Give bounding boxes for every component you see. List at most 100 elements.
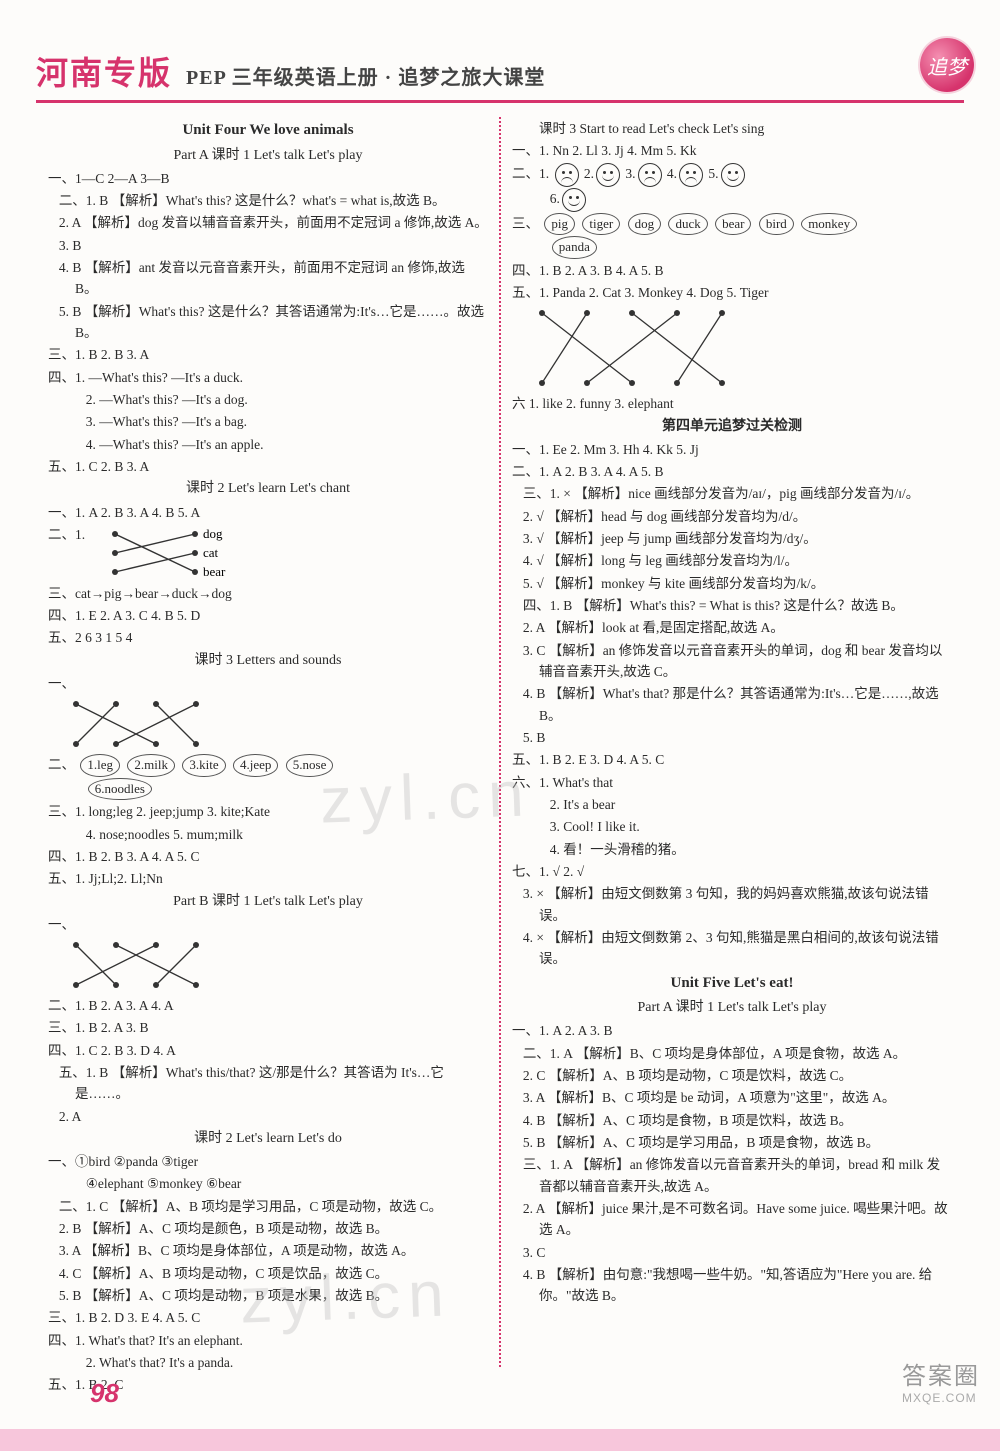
answer-line: 3. A 【解析】B、C 项均是身体部位，A 项是动物，故选 A。 — [48, 1240, 488, 1261]
answer-line: 2. —What's this? —It's a dog. — [48, 389, 488, 410]
answer-line: 五、1. B 【解析】What's this/that? 这/那是什么？其答语为… — [48, 1062, 488, 1105]
oval-word: 3.kite — [182, 754, 225, 777]
oval-word: tiger — [582, 213, 620, 236]
answer-line: 三、1. B 2. B 3. A — [48, 344, 488, 365]
answer-line: 4. —What's this? —It's an apple. — [48, 434, 488, 455]
answer-line: 5. √ 【解析】monkey 与 kite 画线部分发音均为/k/。 — [512, 573, 952, 594]
answer-line: 3. × 【解析】由短文倒数第 3 句知，我的妈妈喜欢熊猫,故该句说法错误。 — [512, 883, 952, 926]
happy-face-icon — [596, 163, 620, 187]
parta3-title: 课时 3 Letters and sounds — [48, 650, 488, 672]
label: 二、1. — [48, 527, 85, 542]
answer-line: 一、1. A 2. A 3. B — [512, 1020, 952, 1041]
unit5-part-title: Part A 课时 1 Let's talk Let's play — [512, 997, 952, 1019]
part-title: 课时 3 Start to read Let's check Let's sin… — [512, 118, 952, 139]
answer-line: 3. —What's this? —It's a bag. — [48, 411, 488, 432]
footer-bar — [0, 1429, 1000, 1451]
happy-face-icon — [721, 163, 745, 187]
page-number: 98 — [90, 1378, 119, 1409]
partb1-title: Part B 课时 1 Let's talk Let's play — [48, 891, 488, 913]
match-label: cat — [203, 545, 219, 560]
answer-line: 2. B 【解析】A、C 项均是颜色，B 项是动物，故选 B。 — [48, 1218, 488, 1239]
answer-line: 一、①bird ②panda ③tiger — [48, 1151, 488, 1172]
answer-line: 三、1. B 2. A 3. B — [48, 1017, 488, 1038]
oval-word: 6.noodles — [88, 778, 152, 801]
answer-line: 三、1. B 2. D 3. E 4. A 5. C — [48, 1307, 488, 1328]
oval-word: duck — [668, 213, 707, 236]
page-header: 河南专版 PEP 三年级英语上册 · 追梦之旅大课堂 追梦 — [36, 48, 964, 103]
header-subtitle: PEP 三年级英语上册 · 追梦之旅大课堂 — [186, 61, 545, 90]
answer-line: 二、 1.leg 2.milk 3.kite 4.jeep 5.nose — [48, 754, 488, 777]
answer-line: 2. It's a bear — [512, 794, 952, 815]
answer-line: 5. B 【解析】A、C 项均是动物，B 项是水果，故选 B。 — [48, 1285, 488, 1306]
answer-line: 5. B 【解析】What's this? 这是什么？其答语通常为:It's…它… — [48, 301, 488, 344]
answer-line: 五、1. Panda 2. Cat 3. Monkey 4. Dog 5. Ti… — [512, 282, 952, 303]
answer-line: 二、1. 2. 3. 4. 5. — [512, 163, 952, 187]
match-label: dog — [203, 526, 223, 541]
parta2-title: 课时 2 Let's learn Let's chant — [48, 478, 488, 500]
edition-title: 河南专版 — [36, 48, 172, 94]
answer-line: 五、2 6 3 1 5 4 — [48, 627, 488, 648]
unit5-title: Unit Five Let's eat! — [512, 972, 952, 996]
corner-wm-sub: MXQE.COM — [902, 1391, 980, 1405]
matching-diagram — [68, 937, 228, 993]
answer-line: 4. √ 【解析】long 与 leg 画线部分发音均为/l/。 — [512, 550, 952, 571]
answer-line: 4. nose;noodles 5. mum;milk — [48, 824, 488, 845]
answer-line: 5. B 【解析】A、C 项均是学习用品，B 项是食物，故选 B。 — [512, 1132, 952, 1153]
answer-line: 3. A 【解析】B、C 项均是 be 动词，A 项意为"这里"，故选 A。 — [512, 1087, 952, 1108]
answer-line: 2. C 【解析】A、B 项均是动物，C 项是饮料，故选 C。 — [512, 1065, 952, 1086]
answer-line: 5. B — [512, 727, 952, 748]
column-divider — [499, 117, 501, 1367]
answer-line: 3. C — [512, 1242, 952, 1263]
answer-line: 3. Cool! I like it. — [512, 816, 952, 837]
sad-face-icon — [679, 163, 703, 187]
sad-face-icon — [555, 163, 579, 187]
left-column: Unit Four We love animals Part A 课时 1 Le… — [36, 117, 500, 1397]
label: 二、1. — [512, 166, 549, 181]
answer-line: 2. A — [48, 1106, 488, 1127]
matching-diagram: dog cat bear — [109, 526, 249, 580]
answer-line: 二、1. B 2. A 3. A 4. A — [48, 995, 488, 1016]
oval-word: pig — [544, 213, 575, 236]
answer-line: 3. C 【解析】an 修饰发音以元音音素开头的单词，dog 和 bear 发音… — [512, 640, 952, 683]
matching-diagram — [68, 696, 228, 752]
oval-word: panda — [552, 236, 597, 259]
answer-line: 一、 — [48, 914, 488, 993]
answer-line: 4. × 【解析】由短文倒数第 2、3 句知,熊猫是黑白相间的,故该句说法错误。 — [512, 927, 952, 970]
right-column: 课时 3 Start to read Let's check Let's sin… — [500, 117, 964, 1397]
answer-line: 三、1. long;leg 2. jeep;jump 3. kite;Kate — [48, 801, 488, 822]
oval-word: 2.milk — [127, 754, 175, 777]
answer-line: 三、cat→pig→bear→duck→dog — [48, 583, 488, 604]
answer-line: 2. What's that? It's a panda. — [48, 1352, 488, 1373]
oval-word: 5.nose — [286, 754, 334, 777]
page: 河南专版 PEP 三年级英语上册 · 追梦之旅大课堂 追梦 Unit Four … — [0, 0, 1000, 1427]
oval-word: bear — [715, 213, 751, 236]
label: 一、 — [48, 676, 75, 691]
oval-word: 1.leg — [80, 754, 120, 777]
answer-line: 3. B — [48, 235, 488, 256]
answer-line: 4. B 【解析】ant 发音以元音音素开头，前面用不定冠词 an 修饰,故选 … — [48, 257, 488, 300]
partb2-title: 课时 2 Let's learn Let's do — [48, 1128, 488, 1150]
answer-line: 四、1. E 2. A 3. C 4. B 5. D — [48, 605, 488, 626]
answer-line: 3. √ 【解析】jeep 与 jump 画线部分发音均为/dʒ/。 — [512, 528, 952, 549]
answer-line: 四、1. —What's this? —It's a duck. — [48, 367, 488, 388]
answer-line: 四、1. What's that? It's an elephant. — [48, 1330, 488, 1351]
answer-line: 六 1. like 2. funny 3. elephant — [512, 393, 952, 414]
oval-word: monkey — [801, 213, 857, 236]
answer-line: 一、1. A 2. B 3. A 4. B 5. A — [48, 502, 488, 523]
answer-line: 二、1. C 【解析】A、B 项均是学习用品，C 项是动物，故选 C。 — [48, 1196, 488, 1217]
answer-line: 4. B 【解析】由句意:"我想喝一些牛奶。"知,答语应为"Here you a… — [512, 1264, 952, 1307]
answer-line: 四、1. B 2. B 3. A 4. A 5. C — [48, 846, 488, 867]
unit4-title: Unit Four We love animals — [48, 119, 488, 143]
answer-line: 2. A 【解析】dog 发音以辅音音素开头，前面用不定冠词 a 修饰,故选 A… — [48, 212, 488, 233]
answer-line: 二、1. dog cat bear — [48, 524, 488, 582]
answer-line: 一、1. Ee 2. Mm 3. Hh 4. Kk 5. Jj — [512, 439, 952, 460]
content-columns: Unit Four We love animals Part A 课时 1 Le… — [36, 117, 964, 1397]
answer-line: 五、1. Jj;Ll;2. Ll;Nn — [48, 868, 488, 889]
unit4-test-title: 第四单元追梦过关检测 — [512, 416, 952, 438]
corner-watermark: 答案圈 MXQE.COM — [902, 1356, 980, 1405]
answer-line: 6.noodles — [48, 778, 488, 801]
happy-face-icon — [562, 188, 586, 212]
answer-line: 一、1—C 2—A 3—B — [48, 168, 488, 189]
answer-line: 四、1. C 2. B 3. D 4. A — [48, 1040, 488, 1061]
answer-line: 五、1. C 2. B 3. A — [48, 456, 488, 477]
